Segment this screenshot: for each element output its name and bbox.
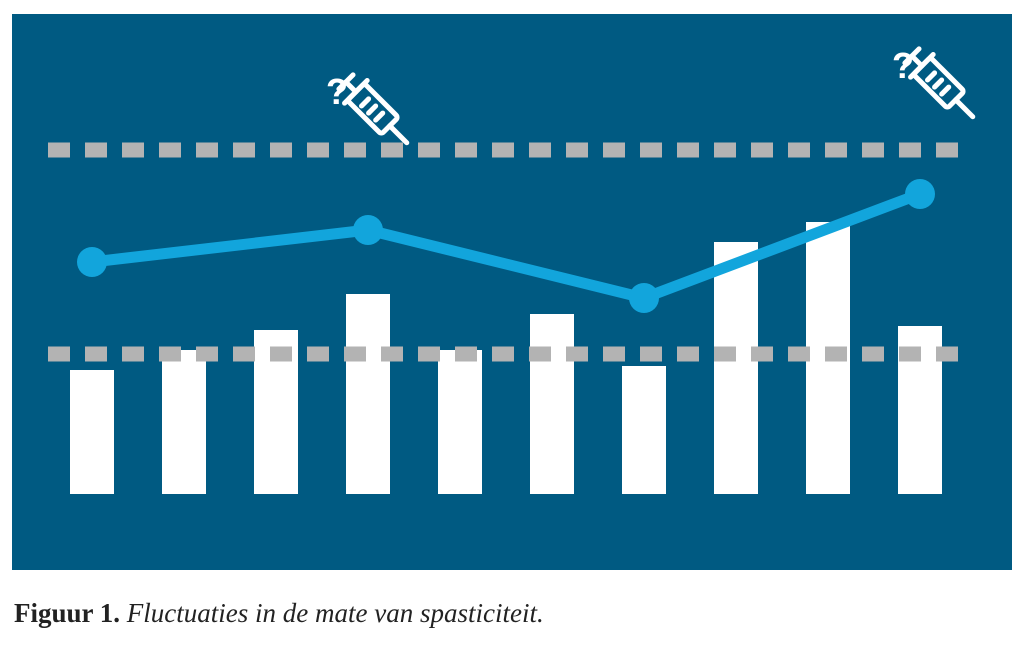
caption-text: Fluctuaties in de mate van spasticiteit. xyxy=(126,598,544,628)
marks xyxy=(48,142,958,494)
svg-text:?: ? xyxy=(326,71,348,112)
line-point xyxy=(629,283,659,313)
line-point xyxy=(905,179,935,209)
svg-text:?: ? xyxy=(892,45,914,86)
bar xyxy=(70,370,114,494)
syringe-icon: ? xyxy=(892,45,976,120)
bar xyxy=(622,366,666,494)
caption: Figuur 1. Fluctuaties in de mate van spa… xyxy=(14,598,544,628)
bar xyxy=(438,350,482,494)
syringe-icon: ? xyxy=(326,71,410,146)
bar xyxy=(530,314,574,494)
line-point xyxy=(77,247,107,277)
bar xyxy=(162,350,206,494)
caption-label: Figuur 1. xyxy=(14,598,120,628)
line xyxy=(91,188,922,304)
bar xyxy=(714,242,758,494)
bar xyxy=(346,294,390,494)
line-point xyxy=(353,215,383,245)
